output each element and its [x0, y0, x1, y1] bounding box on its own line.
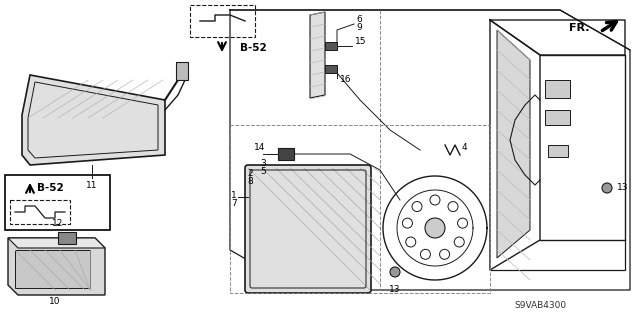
Text: 12: 12: [52, 219, 64, 228]
Circle shape: [420, 249, 431, 259]
Circle shape: [425, 218, 445, 238]
Bar: [230, 125, 490, 293]
Text: 11: 11: [86, 181, 98, 189]
Circle shape: [440, 249, 449, 259]
Polygon shape: [497, 30, 530, 258]
Bar: [10, 200, 70, 224]
Circle shape: [390, 267, 400, 277]
Text: B-52: B-52: [36, 183, 63, 193]
Text: 13: 13: [617, 183, 628, 192]
Text: S9VAB4300: S9VAB4300: [514, 300, 566, 309]
Bar: [545, 110, 570, 125]
Bar: [278, 148, 294, 160]
Bar: [325, 65, 337, 73]
FancyBboxPatch shape: [245, 165, 371, 293]
Circle shape: [454, 237, 464, 247]
Text: 15: 15: [355, 38, 367, 47]
Circle shape: [406, 237, 416, 247]
Polygon shape: [15, 250, 90, 288]
Polygon shape: [8, 238, 105, 295]
Circle shape: [602, 183, 612, 193]
Circle shape: [430, 195, 440, 205]
Text: 7: 7: [231, 198, 237, 207]
Bar: [325, 42, 337, 50]
Text: B-52: B-52: [240, 43, 267, 53]
Polygon shape: [310, 12, 325, 98]
Polygon shape: [8, 238, 105, 248]
Circle shape: [412, 202, 422, 211]
Text: 10: 10: [49, 298, 61, 307]
Bar: [58, 232, 76, 244]
Bar: [190, 5, 255, 37]
Circle shape: [458, 218, 468, 228]
Text: 3: 3: [260, 159, 266, 167]
Text: 16: 16: [340, 76, 351, 85]
Text: 14: 14: [253, 144, 265, 152]
Circle shape: [448, 202, 458, 211]
Text: 9: 9: [356, 24, 362, 33]
Text: 6: 6: [356, 16, 362, 25]
Bar: [545, 80, 570, 98]
Bar: [5, 175, 110, 230]
Text: 1: 1: [231, 190, 237, 199]
Text: 2: 2: [247, 168, 253, 177]
Text: FR.: FR.: [570, 23, 590, 33]
Text: 8: 8: [247, 176, 253, 186]
Text: 13: 13: [389, 285, 401, 294]
Circle shape: [403, 218, 412, 228]
Bar: [176, 62, 188, 80]
Polygon shape: [22, 75, 165, 165]
Text: 5: 5: [260, 167, 266, 175]
Bar: [548, 145, 568, 157]
Text: 4: 4: [462, 144, 468, 152]
